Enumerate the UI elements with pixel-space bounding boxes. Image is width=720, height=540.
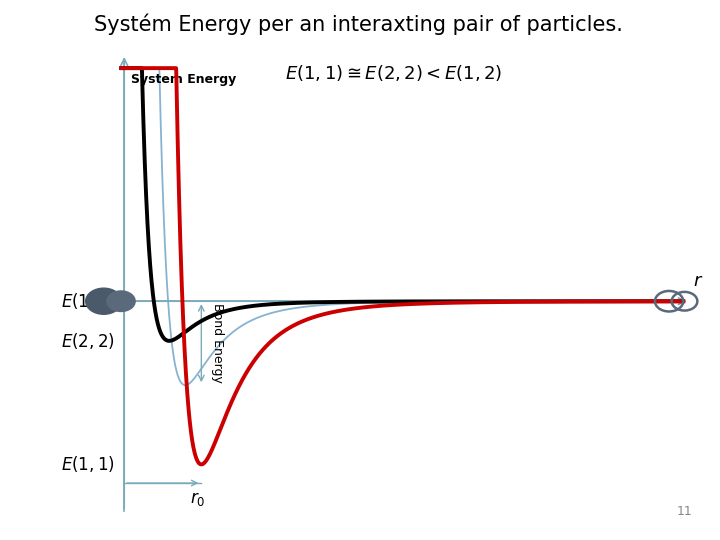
Text: System Energy: System Energy bbox=[130, 73, 236, 86]
Text: 11: 11 bbox=[676, 505, 692, 518]
Text: Bond Energy: Bond Energy bbox=[211, 303, 224, 383]
Text: $E(1,1)$: $E(1,1)$ bbox=[61, 454, 114, 475]
Text: $E(1,2)$: $E(1,2)$ bbox=[61, 291, 114, 311]
Text: Systém Energy per an interaxting pair of particles.: Systém Energy per an interaxting pair of… bbox=[94, 14, 624, 35]
Text: $E(2,2)$: $E(2,2)$ bbox=[61, 331, 114, 351]
Text: $r_0$: $r_0$ bbox=[190, 490, 206, 508]
Circle shape bbox=[107, 291, 135, 312]
Text: $r$: $r$ bbox=[693, 272, 703, 289]
Text: $E(1,1)\cong E(2,2) < E(1,2)$: $E(1,1)\cong E(2,2) < E(1,2)$ bbox=[285, 64, 502, 84]
Circle shape bbox=[86, 288, 122, 314]
